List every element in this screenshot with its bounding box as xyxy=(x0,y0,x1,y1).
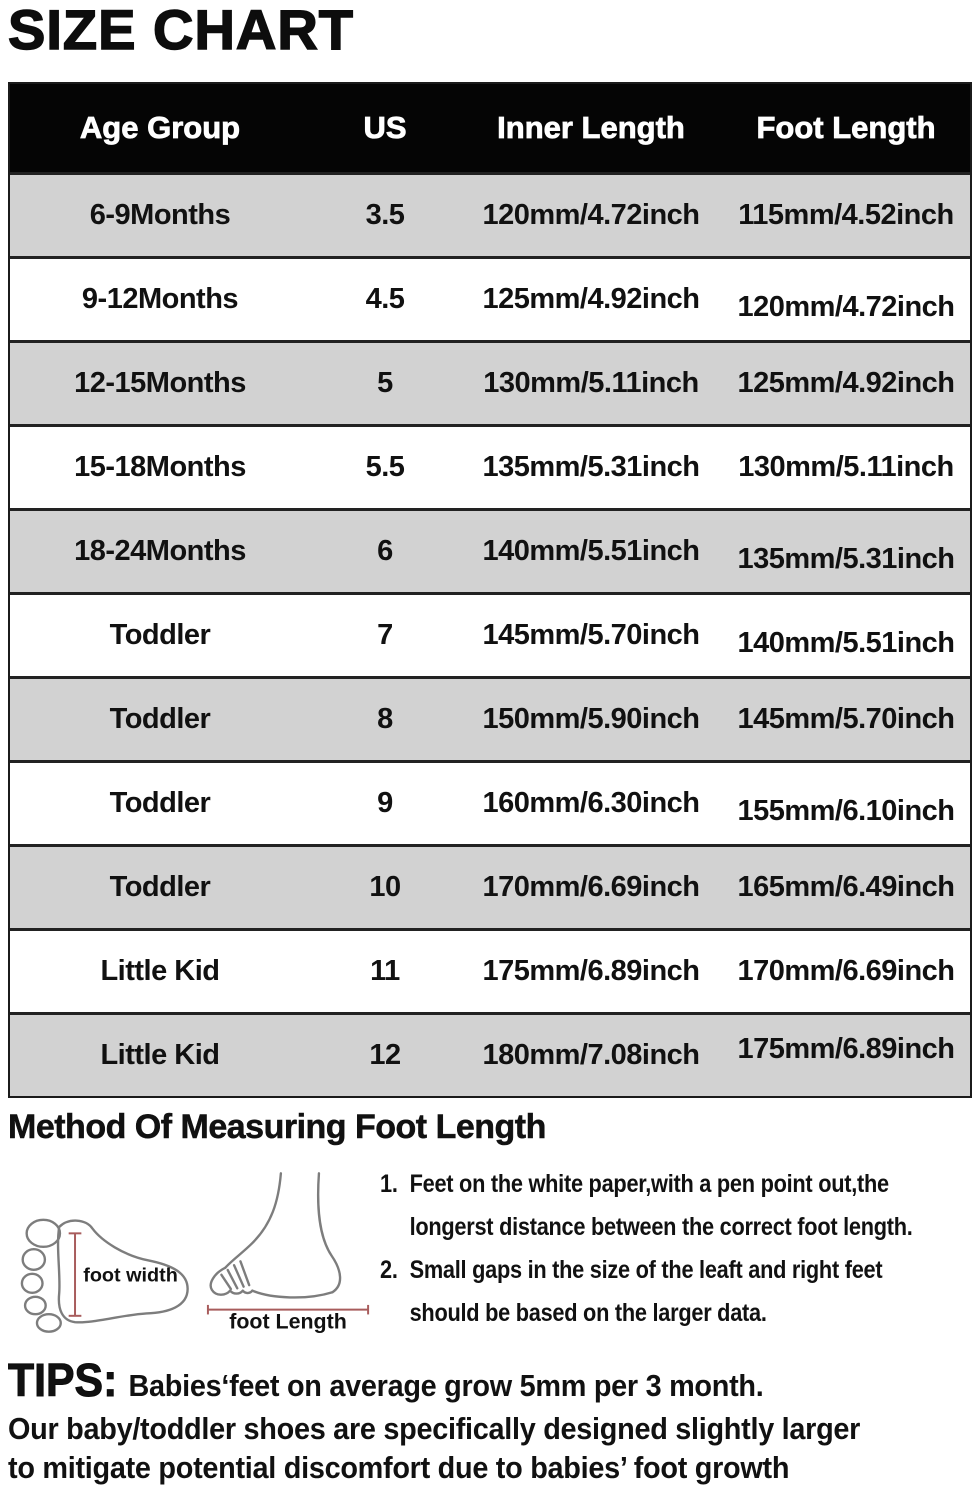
cell-age-group: Little Kid xyxy=(100,955,220,987)
cell-foot-length: 130mm/5.11inch xyxy=(738,451,954,483)
cell-foot-length: 175mm/6.89inch xyxy=(737,1033,955,1065)
cell-us-size: 3.5 xyxy=(365,199,405,231)
cell-inner-length: 160mm/6.30inch xyxy=(482,787,700,819)
cell-inner-length: 170mm/6.69inch xyxy=(482,871,700,903)
instruction-1-line1: Feet on the white paper,with a pen point… xyxy=(409,1170,890,1198)
cell-foot-length: 155mm/6.10inch xyxy=(737,795,955,827)
header-us-size: US xyxy=(363,110,407,146)
tips-line-2: Our baby/toddler shoes are specifically … xyxy=(8,1411,861,1446)
header-inner-length: Inner Length xyxy=(497,110,686,146)
cell-us-size: 5 xyxy=(377,367,393,399)
cell-foot-length: 170mm/6.69inch xyxy=(737,955,955,987)
measuring-section: foot width foot Length 1. Feet on the wh… xyxy=(10,1149,980,1349)
cell-inner-length: 180mm/7.08inch xyxy=(482,1039,700,1071)
cell-inner-length: 150mm/5.90inch xyxy=(482,703,700,735)
cell-age-group: 6-9Months xyxy=(89,199,231,231)
measuring-instructions: 1. Feet on the white paper,with a pen po… xyxy=(380,1149,913,1335)
cell-us-size: 7 xyxy=(377,619,393,651)
cell-us-size: 12 xyxy=(369,1039,401,1071)
instruction-2-line2: should be based on the larger data. xyxy=(409,1299,767,1327)
cell-age-group: Little Kid xyxy=(100,1039,220,1071)
cell-age-group: Toddler xyxy=(109,619,211,651)
cell-foot-length: 115mm/4.52inch xyxy=(738,199,954,231)
table-row: 12-15Months 5 130mm/5.11inch 125mm/4.92i… xyxy=(10,340,970,424)
tips-line-3: to mitigate potential discomfort due to … xyxy=(8,1450,790,1485)
table-row: Toddler 9 160mm/6.30inch 155mm/6.10inch xyxy=(10,760,970,844)
foot-sole-illustration: foot width xyxy=(20,1218,189,1333)
cell-age-group: 15-18Months xyxy=(74,451,246,483)
instruction-1: 1. Feet on the white paper,with a pen po… xyxy=(380,1163,913,1249)
page-title: SIZE CHART xyxy=(7,0,354,61)
cell-inner-length: 175mm/6.89inch xyxy=(482,955,700,987)
cell-inner-length: 140mm/5.51inch xyxy=(482,535,700,567)
table-row: 18-24Months 6 140mm/5.51inch 135mm/5.31i… xyxy=(10,508,970,592)
cell-age-group: Toddler xyxy=(109,787,211,819)
cell-inner-length: 120mm/4.72inch xyxy=(482,199,700,231)
instruction-2-number: 2. xyxy=(380,1256,398,1284)
instruction-2: 2. Small gaps in the size of the leaft a… xyxy=(380,1249,902,1335)
cell-us-size: 9 xyxy=(377,787,393,819)
instruction-1-number: 1. xyxy=(380,1170,398,1198)
cell-inner-length: 135mm/5.31inch xyxy=(482,451,700,483)
foot-width-label: foot width xyxy=(83,1265,178,1287)
cell-inner-length: 145mm/5.70inch xyxy=(482,619,700,651)
cell-us-size: 10 xyxy=(369,871,401,903)
tips-label: TIPS: xyxy=(8,1354,118,1407)
table-row: Little Kid 11 175mm/6.89inch 170mm/6.69i… xyxy=(10,928,970,1012)
cell-foot-length: 165mm/6.49inch xyxy=(737,871,955,903)
table-body: 6-9Months 3.5 120mm/4.72inch 115mm/4.52i… xyxy=(10,172,970,1096)
cell-age-group: Toddler xyxy=(109,871,211,903)
cell-foot-length: 145mm/5.70inch xyxy=(737,703,955,735)
foot-length-label: foot Length xyxy=(229,1310,347,1334)
table-header-row: Age Group US Inner Length Foot Length xyxy=(10,84,970,172)
tips-line-1: Babies‘feet on average grow 5mm per 3 mo… xyxy=(128,1368,764,1403)
cell-us-size: 11 xyxy=(370,955,400,987)
header-foot-length: Foot Length xyxy=(756,110,936,146)
cell-inner-length: 130mm/5.11inch xyxy=(483,367,699,399)
cell-age-group: 12-15Months xyxy=(74,367,246,399)
cell-foot-length: 140mm/5.51inch xyxy=(737,627,955,659)
tips-section: TIPS: Babies‘feet on average grow 5mm pe… xyxy=(8,1353,912,1487)
foot-side-illustration: foot Length xyxy=(206,1172,370,1334)
table-row: 15-18Months 5.5 135mm/5.31inch 130mm/5.1… xyxy=(10,424,970,508)
instruction-1-line2: longerst distance between the correct fo… xyxy=(409,1213,913,1241)
cell-foot-length: 135mm/5.31inch xyxy=(737,543,955,575)
cell-us-size: 5.5 xyxy=(365,451,405,483)
cell-us-size: 4.5 xyxy=(365,283,405,315)
table-row: Toddler 7 145mm/5.70inch 140mm/5.51inch xyxy=(10,592,970,676)
cell-age-group: 18-24Months xyxy=(74,535,246,567)
table-row: Toddler 8 150mm/5.90inch 145mm/5.70inch xyxy=(10,676,970,760)
size-chart-table: Age Group US Inner Length Foot Length 6-… xyxy=(8,82,972,1098)
header-age-group: Age Group xyxy=(79,110,241,146)
cell-age-group: Toddler xyxy=(109,703,211,735)
cell-age-group: 9-12Months xyxy=(81,283,239,315)
cell-foot-length: 125mm/4.92inch xyxy=(737,367,955,399)
cell-us-size: 8 xyxy=(377,703,393,735)
instruction-2-line1: Small gaps in the size of the leaft and … xyxy=(409,1256,883,1284)
table-row: Toddler 10 170mm/6.69inch 165mm/6.49inch xyxy=(10,844,970,928)
cell-foot-length: 120mm/4.72inch xyxy=(737,291,955,323)
measuring-section-heading: Method Of Measuring Foot Length xyxy=(8,1108,547,1147)
table-row: Little Kid 12 180mm/7.08inch 175mm/6.89i… xyxy=(10,1012,970,1096)
cell-inner-length: 125mm/4.92inch xyxy=(482,283,700,315)
table-row: 9-12Months 4.5 125mm/4.92inch 120mm/4.72… xyxy=(10,256,970,340)
table-row: 6-9Months 3.5 120mm/4.72inch 115mm/4.52i… xyxy=(10,172,970,256)
cell-us-size: 6 xyxy=(377,535,393,567)
